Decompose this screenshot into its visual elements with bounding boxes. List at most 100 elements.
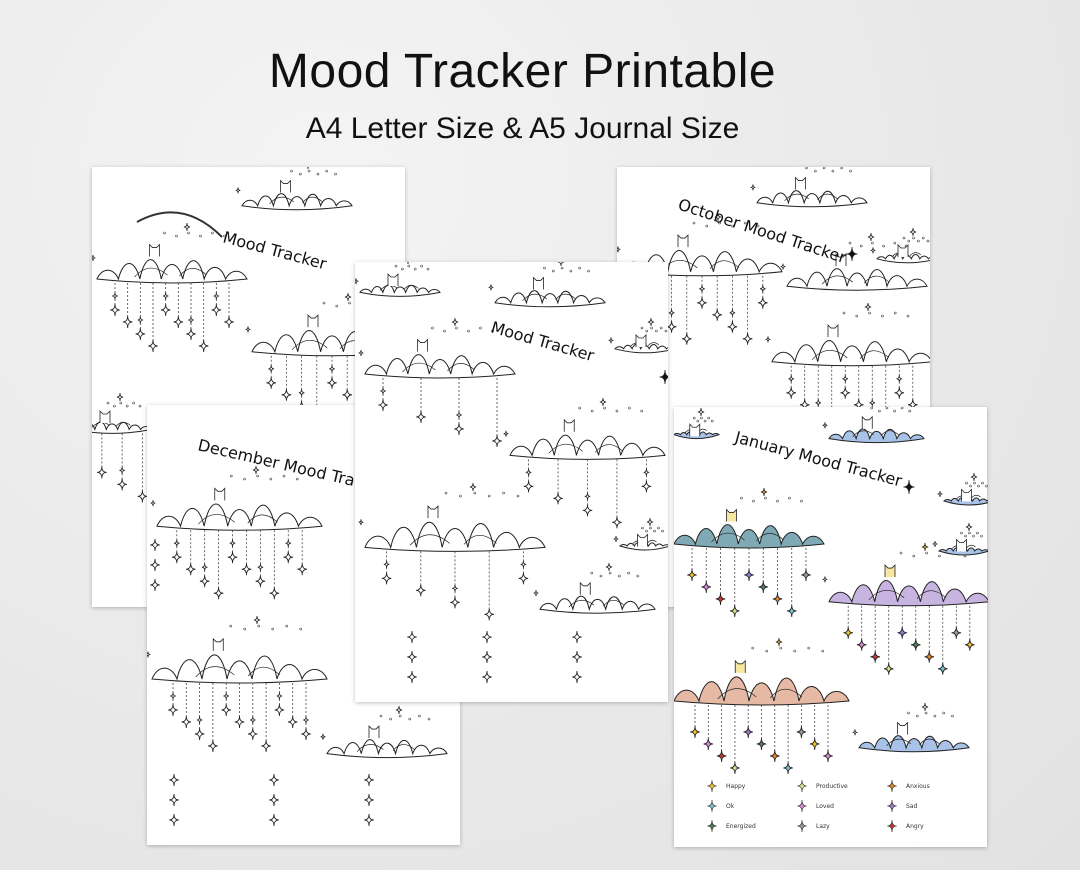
star — [116, 392, 124, 402]
dot — [751, 646, 755, 650]
star — [557, 262, 565, 267]
dot — [420, 264, 423, 268]
star — [553, 492, 563, 505]
cat — [149, 243, 160, 257]
cat — [897, 244, 909, 258]
cat — [427, 505, 439, 519]
dot — [348, 301, 351, 305]
star — [194, 727, 205, 741]
dot — [933, 714, 937, 718]
star — [937, 662, 948, 675]
star — [659, 369, 668, 385]
star — [137, 316, 144, 324]
star — [769, 749, 780, 763]
dot — [821, 649, 825, 653]
star — [395, 705, 403, 715]
dot — [765, 649, 769, 653]
dot — [976, 531, 979, 535]
dot — [942, 711, 946, 715]
legend-star — [887, 819, 897, 833]
cat — [368, 725, 380, 739]
star — [608, 337, 614, 344]
cat — [579, 581, 591, 595]
star — [162, 292, 169, 300]
dot — [322, 301, 326, 305]
dot — [211, 231, 214, 235]
star — [681, 332, 692, 345]
star — [257, 563, 264, 571]
dot — [814, 169, 817, 173]
dot — [893, 311, 897, 315]
star — [268, 365, 275, 373]
star — [269, 773, 279, 787]
dot — [650, 326, 653, 330]
dot — [921, 236, 925, 240]
cat — [961, 488, 972, 502]
star — [716, 749, 727, 763]
star — [492, 434, 502, 448]
star — [765, 336, 771, 343]
dot — [427, 717, 431, 721]
star — [201, 563, 208, 571]
star — [117, 478, 127, 491]
page-art: January Mood TrackerHappyOkEnergizedProd… — [674, 407, 988, 833]
star — [617, 246, 621, 253]
star — [758, 580, 769, 594]
star — [869, 399, 876, 407]
dot — [710, 419, 714, 423]
star — [823, 749, 833, 763]
star — [185, 563, 196, 576]
star — [327, 376, 337, 389]
dot — [908, 409, 912, 413]
dot — [805, 167, 808, 170]
dot — [334, 172, 337, 176]
star — [213, 587, 224, 600]
star — [729, 604, 740, 618]
star — [584, 492, 591, 500]
dot — [659, 326, 663, 330]
dot — [426, 267, 430, 271]
star — [572, 630, 582, 644]
star — [241, 563, 252, 576]
star — [245, 326, 251, 333]
star — [503, 430, 509, 437]
star — [269, 587, 280, 600]
cat — [635, 334, 647, 348]
dot — [885, 407, 889, 410]
dot — [491, 329, 494, 333]
star — [715, 592, 726, 606]
cloud-detail — [568, 599, 625, 608]
cloud — [858, 735, 970, 753]
star — [809, 737, 820, 751]
star — [815, 399, 822, 407]
star — [407, 670, 417, 684]
star — [186, 327, 196, 341]
star — [247, 727, 258, 741]
star — [234, 715, 245, 729]
star — [582, 504, 593, 517]
cat — [897, 721, 908, 735]
dot — [926, 239, 930, 243]
cloud — [876, 253, 930, 264]
dot — [743, 221, 747, 225]
dot — [394, 264, 398, 268]
star — [169, 793, 179, 807]
dot — [779, 646, 783, 650]
star — [276, 692, 283, 700]
star — [666, 320, 677, 333]
star — [171, 551, 182, 564]
star — [699, 285, 705, 293]
star — [227, 551, 238, 564]
cat — [835, 253, 847, 267]
page-art: December Mood Tracker — [147, 435, 448, 827]
star — [756, 737, 767, 751]
star — [484, 608, 495, 621]
dot — [657, 526, 660, 530]
star — [970, 472, 978, 482]
cat — [689, 423, 701, 437]
star — [173, 315, 184, 329]
star — [252, 465, 260, 475]
star — [712, 308, 723, 321]
star — [281, 388, 292, 401]
star — [173, 539, 180, 547]
